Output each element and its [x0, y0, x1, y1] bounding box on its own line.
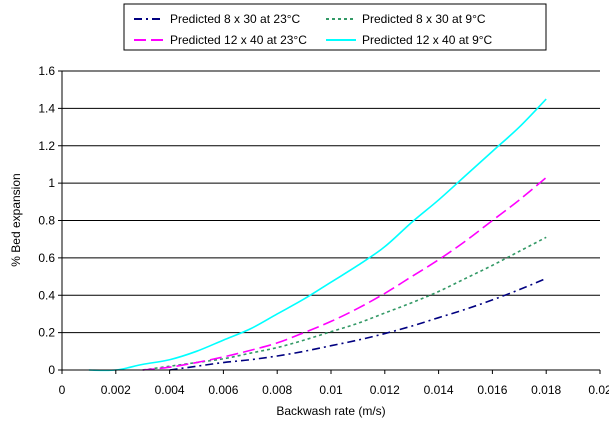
y-tick-label-8: 1.6: [38, 64, 55, 78]
legend-label-1: Predicted 8 x 30 at 9°C: [362, 12, 486, 26]
y-ticks: 0 0.2 0.4 0.6 0.8 1 1.2 1.4 1.6: [38, 64, 62, 377]
y-tick-label-3: 0.6: [38, 251, 55, 265]
x-tick-label-5: 0.01: [319, 383, 343, 397]
y-tick-label-6: 1.2: [38, 139, 55, 153]
x-tick-label-2: 0.004: [155, 383, 185, 397]
x-tick-label-7: 0.014: [424, 383, 454, 397]
x-tick-label-10: 0.02: [588, 383, 609, 397]
legend-box: [123, 3, 547, 51]
series-line-2: [142, 176, 547, 371]
y-tick-label-5: 1: [48, 176, 55, 190]
legend-label-2: Predicted 12 x 40 at 23°C: [170, 33, 307, 47]
y-axis-title: % Bed expansion: [9, 173, 23, 266]
x-tick-label-0: 0: [59, 383, 66, 397]
plot-area: 0 0.002 0.004 0.006 0.008 0.01 0.012 0.014 0.016…: [38, 64, 609, 397]
x-axis-title: Backwash rate (m/s): [276, 404, 385, 418]
legend-label-0: Predicted 8 x 30 at 23°C: [170, 12, 301, 26]
legend: Predicted 8 x 30 at 23°C Predicted 8 x 30…: [123, 3, 547, 51]
x-tick-label-4: 0.008: [262, 383, 292, 397]
legend-label-3: Predicted 12 x 40 at 9°C: [362, 33, 493, 47]
y-tick-label-0: 0: [48, 363, 55, 377]
series-line-1: [142, 236, 547, 371]
y-tick-label-7: 1.4: [38, 101, 55, 115]
gridlines: [62, 70, 600, 334]
x-ticks: 0 0.002 0.004 0.006 0.008 0.01 0.012 0.014 0.016…: [59, 370, 609, 397]
x-tick-label-6: 0.012: [370, 383, 400, 397]
y-tick-label-2: 0.4: [38, 288, 55, 302]
series-layer: [88, 98, 547, 372]
y-tick-label-4: 0.8: [38, 214, 55, 228]
y-tick-label-1: 0.2: [38, 326, 55, 340]
x-tick-label-8: 0.016: [477, 383, 507, 397]
x-tick-label-3: 0.006: [208, 383, 238, 397]
series-line-3: [88, 98, 547, 372]
x-tick-label-9: 0.018: [531, 383, 561, 397]
x-tick-label-1: 0.002: [101, 383, 131, 397]
